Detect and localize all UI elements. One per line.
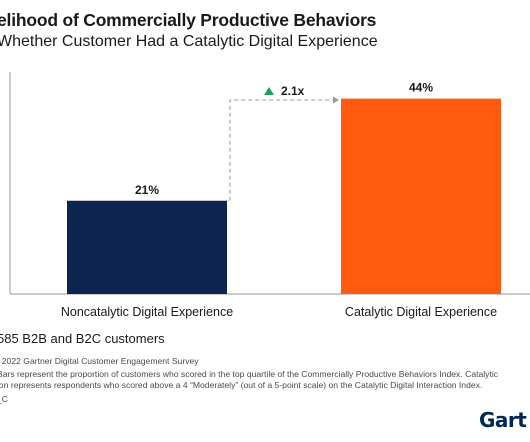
value-label-1: 21% [135, 183, 159, 197]
bar-chart: 21% Noncatalytic Digital Experience 44% Cat… [9, 72, 530, 319]
gartner-logo: Gart [479, 408, 527, 432]
increase-triangle-icon [264, 87, 274, 95]
source-note: : 2022 Gartner Digital Customer Engageme… [0, 356, 199, 366]
comparison-connector [229, 99, 335, 201]
bars-layer: 21% Noncatalytic Digital Experience 44% Cat… [61, 81, 501, 319]
value-label-2: 44% [409, 81, 433, 95]
category-label-1: Noncatalytic Digital Experience [61, 305, 233, 319]
figure-code: _C [0, 394, 8, 404]
multiplier-label: 2.1x [281, 84, 305, 98]
category-label-2: Catalytic Digital Experience [345, 305, 497, 319]
note-line-1: Bars represent the proportion of custome… [0, 369, 499, 379]
base-note: 585 B2B and B2C customers [0, 331, 165, 346]
bar-2 [341, 98, 501, 294]
chart-subtitle: Whether Customer Had a Catalytic Digital… [0, 33, 378, 50]
connector-arrowhead [333, 96, 339, 104]
bar-1 [67, 200, 227, 294]
note-line-2: ion represents respondents who scored ab… [0, 380, 483, 390]
notes-block: Bars represent the proportion of custome… [0, 369, 498, 391]
chart-title: elihood of Commercially Productive Behav… [0, 10, 377, 30]
